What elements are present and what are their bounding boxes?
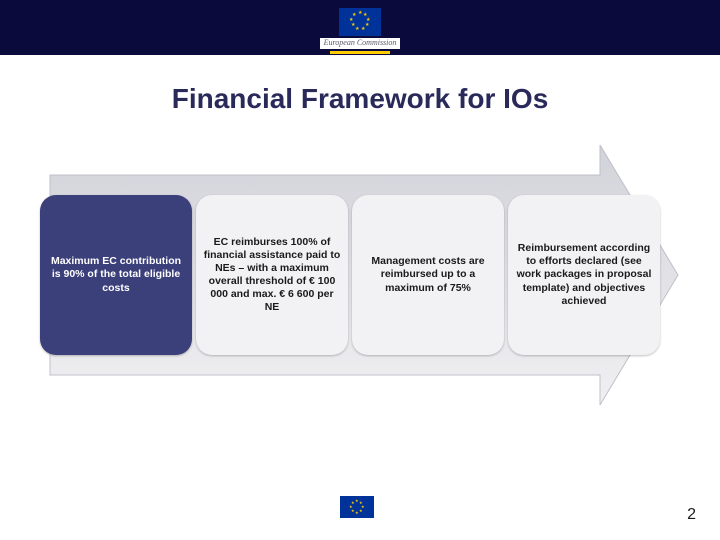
box-text: Management costs are reimbursed up to a …	[358, 255, 498, 294]
footer-eu-flag-icon: ★ ★ ★ ★ ★ ★ ★ ★	[340, 496, 374, 518]
box-text: Reimbursement according to efforts decla…	[514, 242, 654, 308]
box-reimbursement-efforts: Reimbursement according to efforts decla…	[508, 195, 660, 355]
ec-logo: ★ ★ ★ ★ ★ ★ ★ ★ ★ European Commission	[320, 8, 400, 54]
header-band: ★ ★ ★ ★ ★ ★ ★ ★ ★ European Commission	[0, 0, 720, 55]
box-text: EC reimburses 100% of financial assistan…	[202, 236, 342, 315]
box-row: Maximum EC contribution is 90% of the to…	[40, 195, 660, 355]
eu-flag-icon: ★ ★ ★ ★ ★ ★ ★ ★ ★	[339, 8, 381, 36]
page-number: 2	[687, 506, 696, 524]
logo-text: European Commission	[320, 38, 400, 49]
box-text: Maximum EC contribution is 90% of the to…	[46, 255, 186, 294]
process-arrow-diagram: Maximum EC contribution is 90% of the to…	[40, 145, 680, 405]
box-max-contribution: Maximum EC contribution is 90% of the to…	[40, 195, 192, 355]
logo-underline	[330, 51, 390, 54]
box-management-costs: Management costs are reimbursed up to a …	[352, 195, 504, 355]
box-reimburse-100: EC reimburses 100% of financial assistan…	[196, 195, 348, 355]
page-title: Financial Framework for IOs	[0, 83, 720, 115]
